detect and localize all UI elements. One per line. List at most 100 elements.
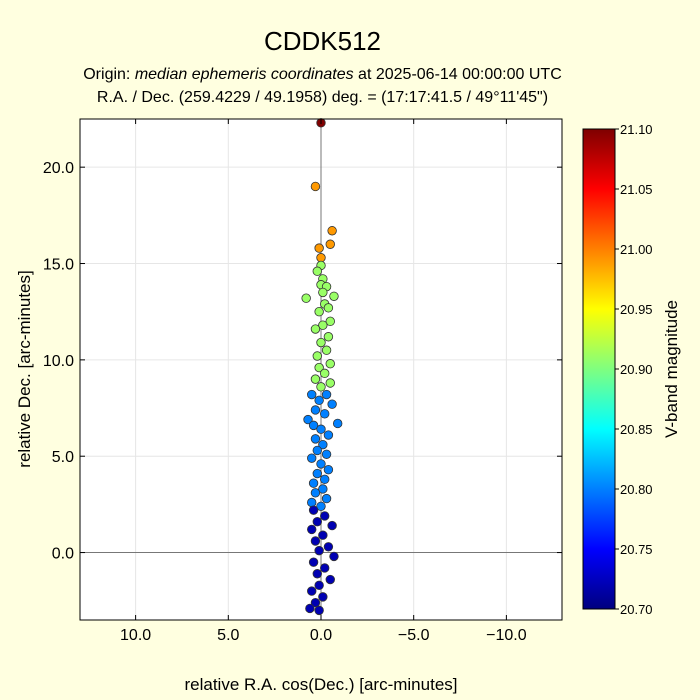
subtitle-prefix: Origin: xyxy=(83,66,135,83)
x-tick-label: 5.0 xyxy=(217,627,239,644)
data-point xyxy=(323,303,334,313)
subtitle-suffix: at 2025-06-14 00:00:00 UTC xyxy=(353,66,562,83)
data-point xyxy=(314,605,324,616)
data-point xyxy=(303,414,313,425)
chart-subtitle-coordinates: R.A. / Dec. (259.4229 / 49.1958) deg. = … xyxy=(96,89,549,106)
colorbar-tick-label: 20.85 xyxy=(620,422,653,437)
data-point xyxy=(307,586,317,596)
data-point xyxy=(310,488,321,498)
y-tick-label: 10.0 xyxy=(43,353,74,370)
subtitle-italic: median ephemeris coordinates xyxy=(134,66,354,83)
data-point xyxy=(316,424,326,434)
data-point xyxy=(329,291,339,301)
colorbar-tick-label: 21.10 xyxy=(620,122,653,137)
data-point xyxy=(314,243,324,253)
x-axis-ticks: 10.0 5.0 0.0 −5.0 −10.0 xyxy=(120,119,527,644)
data-point xyxy=(308,557,319,567)
data-point xyxy=(325,316,335,327)
data-point xyxy=(316,382,326,392)
data-point xyxy=(310,536,321,546)
data-point xyxy=(327,399,337,409)
data-point xyxy=(310,405,321,415)
data-point xyxy=(307,497,317,508)
y-axis-ticks: 0.0 5.0 10.0 15.0 20.0 xyxy=(43,160,562,563)
data-point xyxy=(312,351,322,361)
y-tick-label: 5.0 xyxy=(52,449,74,466)
data-point xyxy=(308,478,319,488)
data-point xyxy=(321,389,332,400)
data-point xyxy=(325,574,335,585)
colorbar-label: V-band magnitude xyxy=(662,300,681,438)
x-tick-label: 0.0 xyxy=(310,627,332,644)
data-points xyxy=(301,118,343,616)
x-tick-label: −10.0 xyxy=(486,627,527,644)
data-point xyxy=(314,395,324,406)
data-point xyxy=(316,337,326,348)
data-point xyxy=(316,501,326,512)
colorbar-tick-label: 20.70 xyxy=(620,602,653,617)
data-point xyxy=(325,359,335,369)
y-tick-label: 15.0 xyxy=(43,257,74,274)
data-point xyxy=(323,465,334,475)
data-point xyxy=(318,530,328,540)
data-point xyxy=(323,542,334,552)
data-point xyxy=(314,545,324,556)
data-point xyxy=(310,324,321,334)
data-point xyxy=(321,345,332,355)
data-point xyxy=(320,409,330,419)
y-tick-label: 0.0 xyxy=(52,546,74,563)
colorbar-tick-label: 20.80 xyxy=(620,482,653,497)
data-point xyxy=(318,484,328,494)
data-point xyxy=(307,524,317,535)
data-point xyxy=(318,287,328,298)
data-point xyxy=(321,449,332,459)
data-point xyxy=(332,418,343,429)
data-point xyxy=(323,332,334,342)
data-point xyxy=(314,580,324,591)
colorbar-tick-label: 21.00 xyxy=(620,242,653,257)
data-point xyxy=(312,468,322,479)
data-point xyxy=(320,511,330,521)
data-point xyxy=(316,459,326,469)
data-point xyxy=(310,181,321,192)
data-point xyxy=(310,374,321,384)
data-point xyxy=(323,430,334,440)
data-point xyxy=(305,603,315,614)
data-point xyxy=(314,306,324,317)
y-tick-label: 20.0 xyxy=(43,160,74,177)
data-point xyxy=(310,434,321,444)
data-point xyxy=(312,445,322,456)
colorbar-ticks: 20.70 20.75 20.80 20.85 20.90 20.95 21.00 21.05… xyxy=(615,122,653,617)
x-tick-label: 10.0 xyxy=(120,627,151,644)
data-point xyxy=(312,517,322,527)
data-point xyxy=(320,368,330,379)
colorbar-tick-label: 20.95 xyxy=(620,302,653,317)
y-axis-label: relative Dec. [arc-minutes] xyxy=(15,270,34,467)
data-point xyxy=(307,453,317,463)
data-point xyxy=(327,520,337,531)
x-tick-label: −5.0 xyxy=(398,627,430,644)
data-point xyxy=(327,226,337,236)
data-point xyxy=(301,293,311,303)
data-point xyxy=(320,474,330,485)
data-point xyxy=(329,551,339,562)
chart-title: CDDK512 xyxy=(263,26,382,56)
data-point xyxy=(318,439,328,450)
data-point xyxy=(308,505,319,515)
data-point xyxy=(308,420,319,431)
data-point xyxy=(321,493,332,504)
data-point xyxy=(318,592,328,602)
data-point xyxy=(325,239,335,249)
data-point xyxy=(312,266,322,276)
colorbar-tick-label: 20.90 xyxy=(620,362,653,377)
colorbar-tick-label: 21.05 xyxy=(620,182,653,197)
data-point xyxy=(310,597,321,608)
data-point xyxy=(314,362,324,373)
data-point xyxy=(318,320,328,330)
colorbar xyxy=(582,128,616,610)
x-axis-label: relative R.A. cos(Dec.) [arc-minutes] xyxy=(184,675,457,694)
data-point xyxy=(312,569,322,579)
data-point xyxy=(307,389,317,400)
chart-subtitle-origin: Origin: median ephemeris coordinates at … xyxy=(0,66,645,84)
